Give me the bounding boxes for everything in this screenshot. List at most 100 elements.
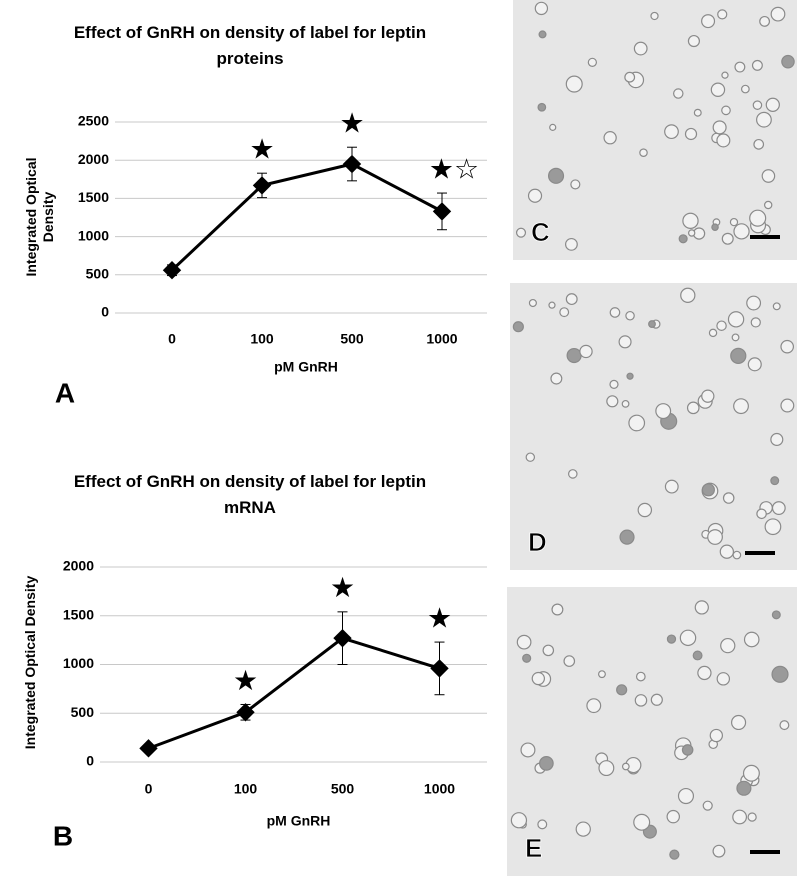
cell [720,637,736,654]
cell [709,728,724,743]
x-tick-label: 0 [168,331,176,347]
cell [618,335,632,349]
cell [516,634,532,650]
cell [625,310,635,321]
y-tick-label: 2000 [63,558,94,574]
cell [770,6,786,22]
cell [522,653,532,663]
cell [701,14,716,29]
y-tick-label: 2000 [78,151,109,167]
cell [730,347,747,365]
micrograph: C [513,0,797,260]
cell [687,229,696,237]
cell [781,54,795,69]
y-tick-label: 0 [101,304,109,320]
y-tick-label: 2500 [78,113,109,129]
x-tick-label: 1000 [426,331,457,347]
cell [664,124,679,140]
cell [731,333,740,342]
x-axis-label: pM GnRH [274,359,338,375]
cell [597,670,606,679]
data-point [342,154,362,174]
micrograph: D [510,283,797,570]
cell [525,452,536,462]
cell [772,302,781,311]
cell [780,339,795,354]
cell [579,344,593,359]
cell [687,34,701,48]
cell [542,644,555,657]
cell [570,179,581,190]
cell [677,787,695,805]
significance-marker: ★ [339,108,364,139]
data-point [252,176,272,195]
cell [559,307,570,318]
cell [565,293,578,306]
cell [619,529,635,545]
cell [722,492,735,504]
cell [538,30,547,39]
cell [537,102,547,112]
cell [626,372,634,380]
cell [761,169,776,183]
micrograph: E [507,587,797,876]
cell [639,148,648,157]
significance-marker: ★ [330,572,355,603]
cell [635,671,646,682]
cell [733,398,749,415]
data-point [430,659,449,678]
cell [616,684,628,696]
cell [606,395,619,408]
cell [746,295,762,311]
cell [729,217,739,227]
significance-marker: ★ [249,134,274,165]
cell [747,357,762,372]
y-tick-label: 1500 [63,606,94,622]
cell [686,401,700,415]
cell [710,82,726,97]
cell [727,311,745,328]
cell [547,167,565,184]
cell [520,742,536,758]
data-point [162,261,182,280]
cell [717,9,728,20]
cell [694,600,709,615]
cell [527,188,543,203]
cell [749,209,767,227]
cell [539,756,554,771]
cell [693,108,702,117]
cell [634,694,648,707]
y-tick-label: 1000 [78,227,109,243]
cell [551,603,564,616]
cell [743,631,760,648]
cell [682,212,699,230]
x-tick-label: 0 [145,781,153,797]
cell [564,237,578,251]
cell [550,372,563,385]
cell [771,610,781,620]
cell [650,11,659,21]
cell [716,133,731,148]
data-point [139,739,158,758]
cell [681,744,694,756]
cell [763,200,773,210]
cell [759,15,771,27]
cell [575,821,591,837]
cell [678,234,688,244]
cell [669,849,680,860]
cell [719,544,734,559]
cell [515,227,527,238]
cell [708,328,718,338]
cell [751,59,763,71]
cell [633,41,648,56]
cell [707,529,723,545]
cell [756,111,772,128]
cell [664,479,679,494]
cell [603,131,617,145]
cell [531,671,545,686]
significance-marker: ★ [427,602,452,633]
cell [712,120,727,135]
chart-title: Effect of GnRH on density of label for l… [73,23,427,68]
cell [628,414,646,432]
